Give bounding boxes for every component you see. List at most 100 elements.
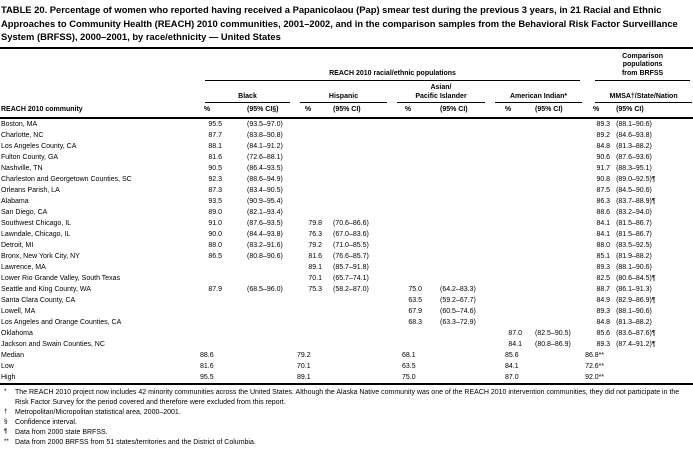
hispanic-ci <box>322 130 394 141</box>
hispanic-ci <box>322 196 394 207</box>
american-indian-ci-header: (95% CI) <box>522 103 583 120</box>
hispanic-ci <box>322 118 394 130</box>
mmsa-ci: (83.7–88.9)¶ <box>616 198 656 206</box>
table-row: Orleans Parish, LA 87.3 (83.4–90.5) 87.5… <box>0 185 693 196</box>
api-pct: 63.5 <box>408 297 422 305</box>
api-pct <box>394 240 422 251</box>
community-name: Bronx, New York City, NY <box>1 253 80 261</box>
american-indian-ci <box>522 118 582 130</box>
mmsa-ci: (87.4–91.2)¶ <box>616 341 656 349</box>
api-pct <box>394 251 422 262</box>
hispanic-ci-header: (95% CI) <box>322 103 394 120</box>
black-ci <box>222 339 294 350</box>
column-group-hispanic: Hispanic <box>294 81 394 104</box>
american-indian-summary-value: 84.1 <box>505 363 519 371</box>
american-indian-ci <box>522 196 582 207</box>
black-ci <box>222 295 294 306</box>
summary-row: Low 81.6 70.1 63.5 84.1 72.6** <box>0 361 693 372</box>
api-pct <box>394 152 422 163</box>
api-ci <box>422 262 494 273</box>
community-name: Los Angeles County, CA <box>1 143 77 151</box>
hispanic-ci <box>322 163 394 174</box>
black-pct <box>192 306 222 317</box>
black-ci: (93.5–97.0) <box>247 121 283 129</box>
mmsa-summary-value: 92.0** <box>585 374 605 382</box>
api-pct: 68.3 <box>408 319 422 327</box>
hispanic-pct <box>294 196 322 207</box>
black-pct <box>192 273 222 284</box>
api-ci: (60.5–74.6) <box>440 308 476 316</box>
hispanic-ci: (71.0–85.5) <box>333 242 369 250</box>
mmsa-pct: 84.9 <box>596 297 611 305</box>
table-row: Fulton County, GA 81.6 (72.6–88.1) 90.6 … <box>0 152 693 163</box>
american-indian-ci <box>522 207 582 218</box>
hispanic-pct: 89.1 <box>308 264 322 272</box>
black-ci: (90.9–95.4) <box>247 198 283 206</box>
american-indian-pct <box>494 118 522 130</box>
hispanic-pct <box>294 339 322 350</box>
api-pct <box>394 141 422 152</box>
summary-row: Median 88.6 79.2 68.1 85.6 86.8** <box>0 350 693 361</box>
hispanic-pct <box>294 130 322 141</box>
american-indian-ci <box>522 130 582 141</box>
hispanic-ci: (76.6–85.7) <box>333 253 369 261</box>
american-indian-pct: 84.1 <box>508 341 522 349</box>
american-indian-ci <box>522 295 582 306</box>
mmsa-pct: 89.2 <box>596 132 611 140</box>
mmsa-ci: (81.9–88.2) <box>616 253 652 261</box>
header-spacer <box>0 81 192 104</box>
footnote: § Confidence interval. <box>4 418 691 428</box>
black-summary-value: 88.6 <box>200 352 214 360</box>
table-row: Los Angeles County, CA 88.1 (84.1–91.2) … <box>0 141 693 152</box>
table-bottom-divider <box>0 383 693 386</box>
table-row: Lawndale, Chicago, IL 90.0 (84.4–93.8) 7… <box>0 229 693 240</box>
community-name: Lawrence, MA <box>1 264 46 272</box>
black-pct <box>192 328 222 339</box>
community-name: Orleans Parish, LA <box>1 187 60 195</box>
community-name: Fulton County, GA <box>1 154 59 162</box>
mmsa-pct: 89.3 <box>596 341 611 349</box>
mmsa-pct: 89.3 <box>596 308 611 316</box>
hispanic-pct <box>294 141 322 152</box>
hispanic-pct: 81.6 <box>308 253 322 261</box>
table-row: Los Angeles and Orange Counties, CA 68.3… <box>0 317 693 328</box>
american-indian-ci <box>522 284 582 295</box>
mmsa-ci: (88.1–90.6) <box>616 264 652 272</box>
black-pct <box>192 262 222 273</box>
black-pct-header: % <box>192 103 222 120</box>
table-row: Lawrence, MA 89.1 (85.7–91.8) 89.3 (88.1… <box>0 262 693 273</box>
hispanic-ci <box>322 185 394 196</box>
black-pct: 87.7 <box>208 132 222 140</box>
api-ci <box>422 185 494 196</box>
black-pct: 92.3 <box>208 176 222 184</box>
mmsa-pct: 90.6 <box>596 154 611 162</box>
american-indian-pct <box>494 196 522 207</box>
community-name: Boston, MA <box>1 121 38 129</box>
mmsa-pct: 88.6 <box>596 209 611 217</box>
column-group-mmsa-state-nation: MMSA†/State/Nation <box>582 81 693 104</box>
api-ci <box>422 218 494 229</box>
api-ci <box>422 251 494 262</box>
american-indian-ci <box>522 229 582 240</box>
black-ci: (68.5–96.0) <box>247 286 283 294</box>
black-pct: 87.9 <box>208 286 222 294</box>
mmsa-pct: 91.7 <box>596 165 611 173</box>
black-pct: 88.0 <box>208 242 222 250</box>
reach-group-label: REACH 2010 racial/ethnic populations <box>205 70 581 81</box>
mmsa-pct: 89.3 <box>596 264 611 272</box>
american-indian-pct <box>494 295 522 306</box>
community-name: Seattle and King County, WA <box>1 286 91 294</box>
american-indian-ci: (80.8–86.9) <box>535 341 571 349</box>
community-name: Detroit, MI <box>1 242 34 250</box>
api-ci: (64.2–83.3) <box>440 286 476 294</box>
mmsa-ci: (82.9–86.9)¶ <box>616 297 656 305</box>
table-row: Alabama 93.5 (90.9–95.4) 86.3 (83.7–88.9… <box>0 196 693 207</box>
black-ci <box>222 306 294 317</box>
table-row: San Diego, CA 89.0 (82.1–93.4) 88.6 (83.… <box>0 207 693 218</box>
hispanic-ci <box>322 328 394 339</box>
footnote-marker: ¶ <box>4 427 8 435</box>
reach-populations-group-header: REACH 2010 racial/ethnic populations <box>192 50 582 81</box>
mmsa-summary-value: 86.8** <box>585 352 605 360</box>
table-row: Detroit, MI 88.0 (83.2–91.6) 79.2 (71.0–… <box>0 240 693 251</box>
hispanic-pct <box>294 174 322 185</box>
